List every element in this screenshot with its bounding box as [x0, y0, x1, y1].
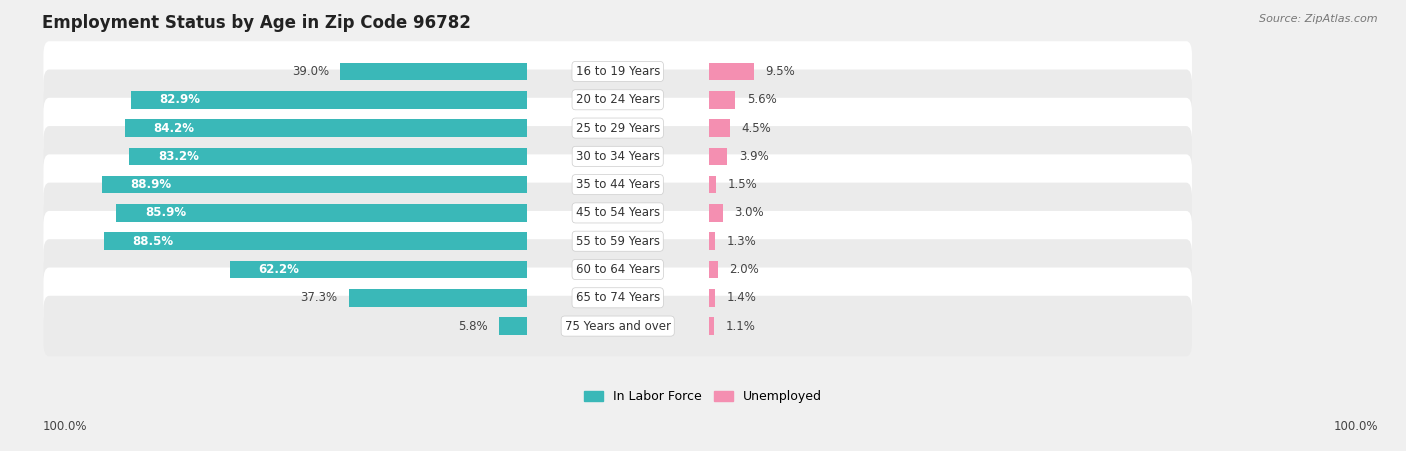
Text: 100.0%: 100.0% [42, 420, 87, 433]
FancyBboxPatch shape [44, 296, 1192, 356]
FancyBboxPatch shape [44, 98, 1192, 158]
Text: 16 to 19 Years: 16 to 19 Years [575, 65, 659, 78]
Bar [709, 261, 718, 278]
Text: 83.2%: 83.2% [157, 150, 198, 163]
Text: 1.1%: 1.1% [725, 320, 755, 332]
Text: 55 to 59 Years: 55 to 59 Years [575, 235, 659, 248]
Text: 88.5%: 88.5% [132, 235, 173, 248]
FancyBboxPatch shape [44, 41, 1192, 102]
Bar [709, 120, 730, 137]
Text: 65 to 74 Years: 65 to 74 Years [575, 291, 659, 304]
Bar [104, 232, 527, 250]
Bar [229, 261, 527, 278]
Text: 2.0%: 2.0% [730, 263, 759, 276]
Text: 62.2%: 62.2% [259, 263, 299, 276]
Bar [499, 318, 527, 335]
Text: 35 to 44 Years: 35 to 44 Years [575, 178, 659, 191]
Text: 1.5%: 1.5% [727, 178, 756, 191]
Text: 100.0%: 100.0% [1333, 420, 1378, 433]
Text: 4.5%: 4.5% [741, 122, 772, 134]
Bar [709, 289, 716, 307]
Bar [131, 91, 527, 109]
Text: 75 Years and over: 75 Years and over [565, 320, 671, 332]
FancyBboxPatch shape [44, 211, 1192, 272]
Bar [103, 176, 527, 193]
Bar [117, 204, 527, 222]
Text: 60 to 64 Years: 60 to 64 Years [575, 263, 659, 276]
FancyBboxPatch shape [44, 126, 1192, 187]
Legend: In Labor Force, Unemployed: In Labor Force, Unemployed [579, 386, 827, 409]
Bar [709, 63, 754, 80]
Text: 85.9%: 85.9% [145, 207, 186, 220]
Bar [709, 318, 714, 335]
Text: 3.0%: 3.0% [734, 207, 763, 220]
FancyBboxPatch shape [44, 69, 1192, 130]
Bar [709, 204, 723, 222]
Text: 3.9%: 3.9% [738, 150, 769, 163]
Text: 9.5%: 9.5% [765, 65, 796, 78]
FancyBboxPatch shape [44, 154, 1192, 215]
FancyBboxPatch shape [44, 267, 1192, 328]
Text: 25 to 29 Years: 25 to 29 Years [575, 122, 659, 134]
Bar [709, 232, 714, 250]
Text: 37.3%: 37.3% [299, 291, 337, 304]
Text: 45 to 54 Years: 45 to 54 Years [575, 207, 659, 220]
Text: 1.4%: 1.4% [727, 291, 756, 304]
Bar [709, 176, 716, 193]
Bar [349, 289, 527, 307]
Text: 39.0%: 39.0% [292, 65, 329, 78]
FancyBboxPatch shape [44, 239, 1192, 300]
Bar [709, 91, 735, 109]
Bar [709, 147, 727, 165]
Bar [129, 147, 527, 165]
Bar [125, 120, 527, 137]
FancyBboxPatch shape [44, 183, 1192, 243]
Text: 5.8%: 5.8% [458, 320, 488, 332]
Text: Source: ZipAtlas.com: Source: ZipAtlas.com [1260, 14, 1378, 23]
Text: 20 to 24 Years: 20 to 24 Years [575, 93, 659, 106]
Text: 30 to 34 Years: 30 to 34 Years [575, 150, 659, 163]
Text: 5.6%: 5.6% [747, 93, 776, 106]
Text: 88.9%: 88.9% [131, 178, 172, 191]
Bar [340, 63, 527, 80]
Text: Employment Status by Age in Zip Code 96782: Employment Status by Age in Zip Code 967… [42, 14, 471, 32]
Text: 84.2%: 84.2% [153, 122, 194, 134]
Text: 82.9%: 82.9% [159, 93, 200, 106]
Text: 1.3%: 1.3% [727, 235, 756, 248]
